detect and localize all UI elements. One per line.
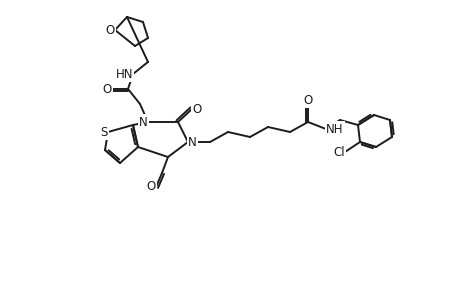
- Text: S: S: [101, 125, 108, 139]
- Text: O: O: [191, 103, 201, 116]
- Text: N: N: [188, 136, 196, 148]
- Text: HN: HN: [115, 68, 133, 80]
- Text: O: O: [303, 94, 312, 107]
- Text: Cl: Cl: [333, 146, 344, 158]
- Text: N: N: [139, 116, 148, 128]
- Text: O: O: [146, 181, 156, 194]
- Text: O: O: [106, 23, 115, 37]
- Text: O: O: [102, 82, 112, 95]
- Text: NH: NH: [325, 122, 343, 136]
